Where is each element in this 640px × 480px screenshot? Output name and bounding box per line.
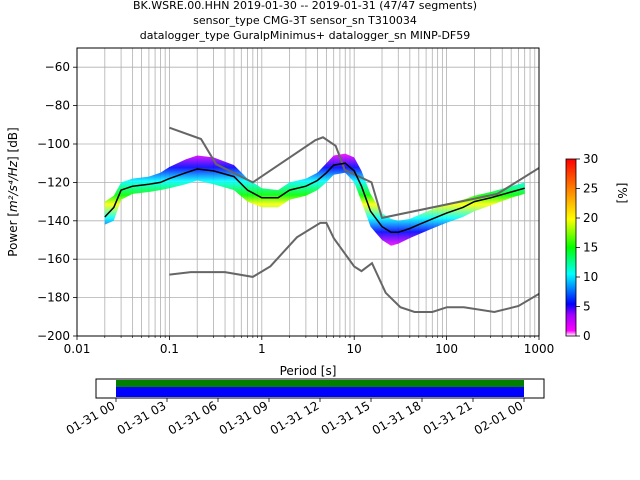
x-tick-label: 10 <box>347 342 362 356</box>
y-axis-label-prefix: Power [ <box>6 212 20 257</box>
timeline-tick-label: 02-01 00 <box>472 398 526 437</box>
y-axis-label-suffix: ] [dB] <box>6 127 20 161</box>
timeline-tick-label: 01-31 18 <box>370 398 424 437</box>
timeline-tick-label: 01-31 15 <box>319 398 373 437</box>
x-tick-label: 1000 <box>524 342 555 356</box>
colorbar-tick-label: 15 <box>583 241 598 255</box>
colorbar: 0 5 10 15 20 25 30 [%] <box>565 152 629 343</box>
title-line-1: BK.WSRE.00.HHN 2019-01-30 -- 2019-01-31 … <box>133 0 477 12</box>
psd-plot: 0.01 0.1 1 10 100 1000 −200 −180 −160 −140 −120 −1… <box>6 47 555 378</box>
title-line-2: sensor_type CMG-3T sensor_sn T310034 <box>193 14 417 27</box>
chart-title: BK.WSRE.00.HHN 2019-01-30 -- 2019-01-31 … <box>133 0 477 42</box>
y-axis-label: Power [m²/s⁴/Hz] [dB] <box>6 127 20 256</box>
coverage-band-data <box>116 380 524 387</box>
x-tick-label: 0.1 <box>160 342 179 356</box>
timeline-tick-label: 01-31 12 <box>268 398 322 437</box>
grid <box>76 48 539 337</box>
coverage-band-processed <box>116 387 524 397</box>
colorbar-tick-label: 25 <box>583 182 598 196</box>
timeline-tick-label: 01-31 03 <box>115 398 169 437</box>
colorbar-tick-label: 0 <box>583 329 591 343</box>
colorbar-label: [%] <box>615 183 629 204</box>
mean-psd-curve <box>104 162 525 234</box>
x-axis-ticks: 0.01 0.1 1 10 100 1000 <box>64 336 555 356</box>
x-tick-label: 1 <box>258 342 266 356</box>
nlnm-curve <box>169 221 539 314</box>
y-tick-label: −120 <box>37 175 70 189</box>
x-axis-label: Period [s] <box>280 364 337 378</box>
x-tick-label: 100 <box>435 342 458 356</box>
colorbar-ticks: 0 5 10 15 20 25 30 <box>576 152 598 343</box>
nhnm-curve <box>169 126 539 220</box>
title-line-3: datalogger_type GuralpMinimus+ datalogge… <box>140 29 471 42</box>
y-tick-label: −80 <box>45 99 70 113</box>
density-band <box>104 153 525 246</box>
colorbar-tick-label: 10 <box>583 270 598 284</box>
timeline-tick-label: 01-31 06 <box>166 398 220 437</box>
timeline-tick-label: 01-31 09 <box>217 398 271 437</box>
timeline-tick-label: 01-31 21 <box>421 398 475 437</box>
y-tick-label: −140 <box>37 214 70 228</box>
y-axis-ticks: −200 −180 −160 −140 −120 −100 −80 −60 <box>37 60 77 343</box>
y-tick-label: −180 <box>37 291 70 305</box>
colorbar-tick-label: 20 <box>583 211 598 225</box>
timeline-tick-label: 01-31 00 <box>64 398 118 437</box>
plot-frame <box>76 47 540 337</box>
y-tick-label: −100 <box>37 137 70 151</box>
y-tick-label: −200 <box>37 329 70 343</box>
y-tick-label: −60 <box>45 60 70 74</box>
colorbar-tick-label: 30 <box>583 152 598 166</box>
x-tick-label: 0.01 <box>64 342 91 356</box>
colorbar-tick-label: 5 <box>583 300 591 314</box>
colorbar-gradient <box>565 158 577 337</box>
y-axis-label-units: m²/s⁴/Hz <box>6 160 20 212</box>
y-tick-label: −160 <box>37 252 70 266</box>
